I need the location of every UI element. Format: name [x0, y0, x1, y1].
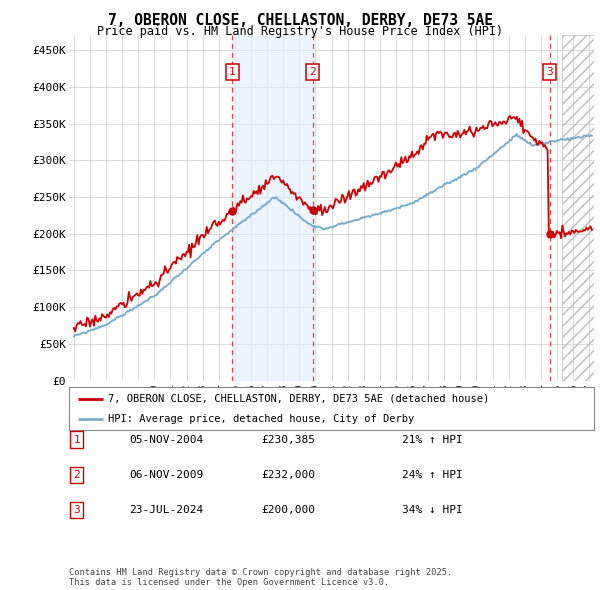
Bar	[562, 35, 594, 381]
Text: 05-NOV-2004: 05-NOV-2004	[129, 435, 203, 444]
Text: £200,000: £200,000	[261, 506, 315, 515]
Text: £230,385: £230,385	[261, 435, 315, 444]
Text: Contains HM Land Registry data © Crown copyright and database right 2025.
This d: Contains HM Land Registry data © Crown c…	[69, 568, 452, 587]
Text: £232,000: £232,000	[261, 470, 315, 480]
Text: 7, OBERON CLOSE, CHELLASTON, DERBY, DE73 5AE (detached house): 7, OBERON CLOSE, CHELLASTON, DERBY, DE73…	[109, 394, 490, 404]
Text: HPI: Average price, detached house, City of Derby: HPI: Average price, detached house, City…	[109, 414, 415, 424]
Text: 34% ↓ HPI: 34% ↓ HPI	[402, 506, 463, 515]
Text: 21% ↑ HPI: 21% ↑ HPI	[402, 435, 463, 444]
Text: 1: 1	[229, 67, 236, 77]
Text: 1: 1	[73, 435, 80, 444]
Text: 7, OBERON CLOSE, CHELLASTON, DERBY, DE73 5AE: 7, OBERON CLOSE, CHELLASTON, DERBY, DE73…	[107, 13, 493, 28]
Text: 2: 2	[73, 470, 80, 480]
Text: 3: 3	[547, 67, 553, 77]
Text: 24% ↑ HPI: 24% ↑ HPI	[402, 470, 463, 480]
Text: 23-JUL-2024: 23-JUL-2024	[129, 506, 203, 515]
Text: Price paid vs. HM Land Registry's House Price Index (HPI): Price paid vs. HM Land Registry's House …	[97, 25, 503, 38]
Text: 3: 3	[73, 506, 80, 515]
Bar	[232, 35, 313, 381]
Text: 06-NOV-2009: 06-NOV-2009	[129, 470, 203, 480]
Text: 2: 2	[310, 67, 316, 77]
